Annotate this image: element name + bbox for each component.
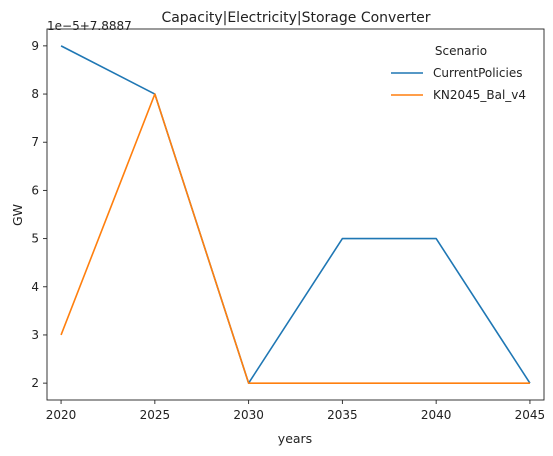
y-tick-label: 3 [31, 328, 39, 342]
plot-frame [46, 28, 545, 401]
series-line-0 [60, 45, 531, 384]
legend-entry-label: CurrentPolicies [433, 66, 522, 80]
y-tick-label: 8 [31, 87, 39, 101]
x-tick-label: 2040 [421, 408, 452, 422]
legend: Scenario CurrentPolicies KN2045_Bal_v4 [391, 44, 526, 102]
legend-title: Scenario [435, 44, 487, 58]
x-tick-label: 2025 [140, 408, 171, 422]
plot-area [60, 45, 531, 384]
chart-title: Capacity|Electricity|Storage Converter [161, 10, 430, 26]
legend-entry-label: KN2045_Bal_v4 [433, 88, 526, 102]
series-line-1 [60, 93, 530, 384]
x-axis-label: years [278, 431, 312, 446]
y-tick-label: 2 [31, 376, 39, 390]
x-tick-label: 2030 [233, 408, 264, 422]
x-tick-label: 2045 [515, 408, 546, 422]
x-tick-label: 2035 [327, 408, 358, 422]
y-tick-label: 5 [31, 232, 39, 246]
x-tick-label: 2020 [46, 408, 77, 422]
y-axis: 2 3 4 5 6 7 8 9 [31, 39, 47, 390]
x-axis: 2020 2025 2030 2035 2040 2045 [46, 400, 545, 422]
y-tick-label: 9 [31, 39, 39, 53]
y-tick-label: 4 [31, 280, 39, 294]
y-tick-label: 7 [31, 135, 39, 149]
y-axis-label: GW [10, 204, 25, 226]
y-tick-label: 6 [31, 183, 39, 197]
y-axis-offset-text: 1e−5+7.8887 [47, 19, 132, 33]
